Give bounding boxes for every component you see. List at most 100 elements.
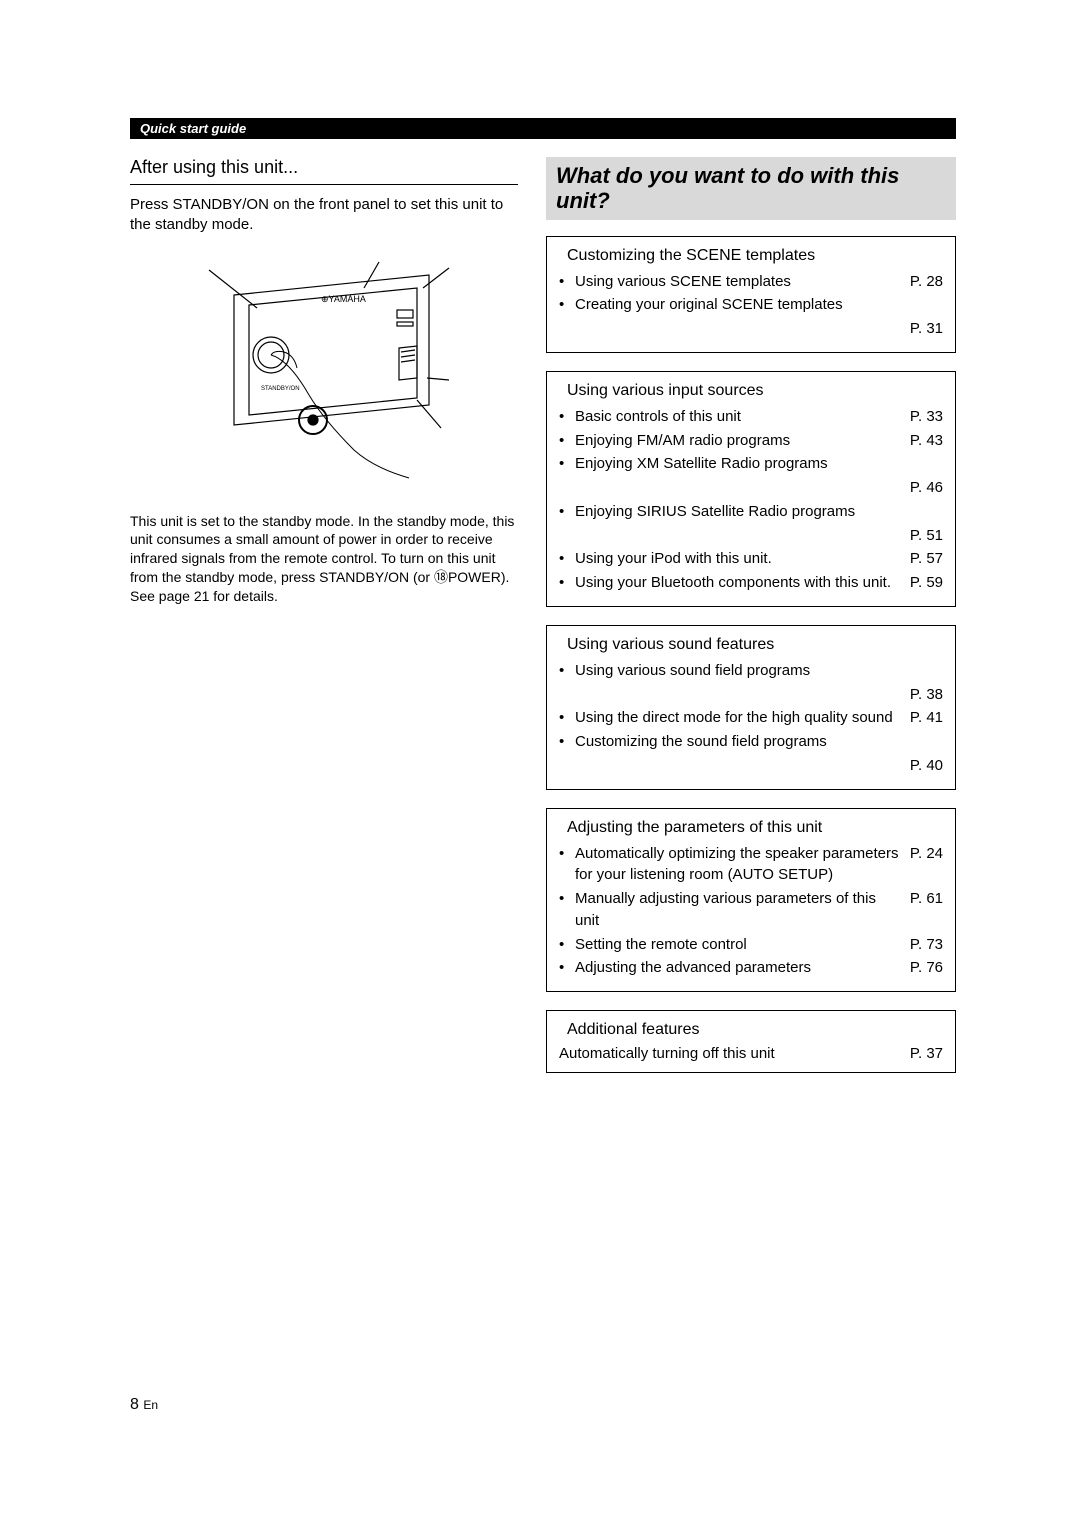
item-line: Using your iPod with this unit.P. 57 [575, 548, 943, 570]
item-text: Adjusting the advanced parameters [575, 957, 811, 979]
item-body: Using your Bluetooth components with thi… [575, 572, 943, 594]
item-body: Enjoying XM Satellite Radio programsP. 4… [575, 453, 943, 499]
item-line: Basic controls of this unit P. 33 [575, 406, 943, 428]
box-item: •Customizing the sound field programsP. … [559, 731, 943, 777]
item-text: Customizing the sound field programs [575, 731, 943, 753]
item-page: P. 24 [910, 843, 943, 865]
item-body: Automatically optimizing the speaker par… [575, 843, 943, 887]
bullet-icon: • [559, 572, 575, 594]
item-line: Setting the remote control P. 73 [575, 934, 943, 956]
standby-on-label: STANDBY/ON [173, 196, 269, 213]
box-title: Adjusting the parameters of this unit [567, 819, 943, 837]
item-page: P. 31 [575, 318, 943, 340]
item-line: Using the direct mode for the high quali… [575, 707, 943, 729]
bullet-icon: • [559, 731, 575, 777]
item-body: Basic controls of this unit P. 33 [575, 406, 943, 428]
bullet-icon: • [559, 294, 575, 340]
brand-label: ⊕YAMAHA [321, 294, 366, 304]
header-bar: Quick start guide [130, 118, 956, 139]
feature-box: Using various sound features•Using vario… [546, 625, 956, 790]
bullet-icon: • [559, 888, 575, 932]
svg-text:STANDBY/ON: STANDBY/ON [261, 386, 300, 392]
box-item: •Using your iPod with this unit.P. 57 [559, 548, 943, 570]
item-page: P. 57 [910, 548, 943, 570]
box-item: •Creating your original SCENE templatesP… [559, 294, 943, 340]
header-label: Quick start guide [140, 121, 246, 136]
item-page: P. 43 [910, 430, 943, 452]
box-item: •Manually adjusting various parameters o… [559, 888, 943, 932]
box-title: Customizing the SCENE templates [567, 247, 943, 265]
item-text: Manually adjusting various parameters of… [575, 888, 900, 932]
item-text: Basic controls of this unit [575, 406, 741, 428]
box-item: •Using various sound field programsP. 38 [559, 660, 943, 706]
item-text: Using various SCENE templates [575, 271, 791, 293]
item-text: Creating your original SCENE templates [575, 294, 943, 316]
box-item: •Enjoying XM Satellite Radio programsP. … [559, 453, 943, 499]
item-text: Using various sound field programs [575, 660, 943, 682]
feature-box: Additional features Automatically turning… [546, 1010, 956, 1073]
divider [130, 184, 518, 185]
bullet-icon: • [559, 271, 575, 293]
item-body: Using your iPod with this unit.P. 57 [575, 548, 943, 570]
box-item: •Enjoying FM/AM radio programsP. 43 [559, 430, 943, 452]
box-item: •Using your Bluetooth components with th… [559, 572, 943, 594]
item-page: P. 61 [910, 888, 943, 910]
box-title: Using various input sources [567, 382, 943, 400]
box-item: •Adjusting the advanced parametersP. 76 [559, 957, 943, 979]
item-body: Setting the remote control P. 73 [575, 934, 943, 956]
right-column: What do you want to do with this unit? C… [546, 157, 956, 1091]
intro-paragraph: Press STANDBY/ON on the front panel to s… [130, 195, 518, 236]
intro-prefix: Press [130, 196, 173, 213]
item-page: P. 37 [910, 1045, 943, 1062]
unit-illustration: ⊕YAMAHA STANDBY/ON [179, 260, 469, 490]
bullet-icon: • [559, 453, 575, 499]
page-lang: En [143, 1398, 158, 1412]
bullet-icon: • [559, 934, 575, 956]
item-page: P. 51 [575, 525, 943, 547]
item-page: P. 46 [575, 477, 943, 499]
item-body: Enjoying SIRIUS Satellite Radio programs… [575, 501, 943, 547]
bullet-icon: • [559, 843, 575, 887]
item-line: Enjoying FM/AM radio programs P. 43 [575, 430, 943, 452]
item-text: Automatically turning off this unit [559, 1045, 775, 1062]
item-body: Customizing the sound field programsP. 4… [575, 731, 943, 777]
section-title: What do you want to do with this unit? [556, 163, 946, 214]
item-body: Manually adjusting various parameters of… [575, 888, 943, 932]
box-single-item: Automatically turning off this unit P. 37 [559, 1045, 943, 1062]
left-column: After using this unit... Press STANDBY/O… [130, 157, 518, 1091]
item-text: Setting the remote control [575, 934, 747, 956]
boxes-container: Customizing the SCENE templates•Using va… [546, 236, 956, 1074]
item-page: P. 33 [910, 406, 943, 428]
item-line: Manually adjusting various parameters of… [575, 888, 943, 932]
item-body: Using various SCENE templates P. 28 [575, 271, 943, 293]
page-number: 8 [130, 1396, 139, 1413]
feature-box: Adjusting the parameters of this unit•Au… [546, 808, 956, 993]
item-body: Using the direct mode for the high quali… [575, 707, 943, 729]
item-page: P. 76 [910, 957, 943, 979]
page-footer: 8 En [130, 1396, 158, 1414]
item-page: P. 59 [910, 572, 943, 594]
feature-box: Customizing the SCENE templates •Using va… [546, 236, 956, 353]
item-page: P. 73 [910, 934, 943, 956]
box-item: •Basic controls of this unit P. 33 [559, 406, 943, 428]
item-page: P. 40 [575, 755, 943, 777]
feature-box: Using various input sources•Basic contro… [546, 371, 956, 607]
box-item: •Using various SCENE templates P. 28 [559, 271, 943, 293]
bullet-icon: • [559, 707, 575, 729]
item-page: P. 41 [910, 707, 943, 729]
item-page: P. 28 [910, 271, 943, 293]
item-text: Using the direct mode for the high quali… [575, 707, 893, 729]
box-item: •Using the direct mode for the high qual… [559, 707, 943, 729]
item-text: Enjoying SIRIUS Satellite Radio programs [575, 501, 943, 523]
bullet-icon: • [559, 406, 575, 428]
item-line: Adjusting the advanced parameters P. 76 [575, 957, 943, 979]
item-body: Adjusting the advanced parameters P. 76 [575, 957, 943, 979]
box-title: Using various sound features [567, 636, 943, 654]
page-content: Quick start guide After using this unit.… [130, 118, 956, 1091]
item-text: Automatically optimizing the speaker par… [575, 843, 900, 887]
item-body: Using various sound field programsP. 38 [575, 660, 943, 706]
item-text: Enjoying FM/AM radio programs [575, 430, 790, 452]
item-text: Using your Bluetooth components with thi… [575, 572, 891, 594]
item-line: Automatically optimizing the speaker par… [575, 843, 943, 887]
box-title: Additional features [567, 1021, 943, 1039]
